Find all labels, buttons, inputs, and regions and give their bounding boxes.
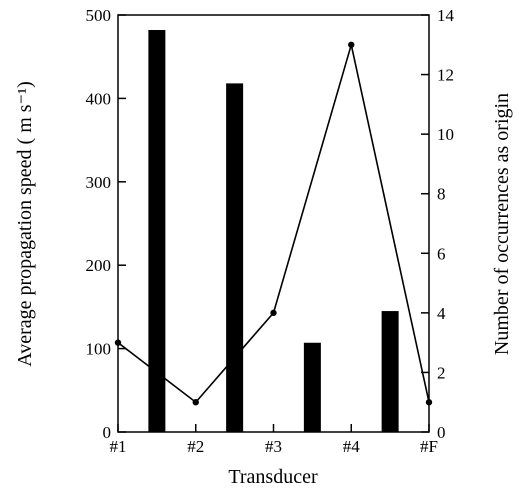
line-point [348,41,355,48]
right-axis: 0 2 4 6 8 10 12 14 [421,6,455,442]
bar-series [148,30,399,433]
line-point [192,399,199,406]
left-axis-title: Average propagation speed ( m s⁻¹) [14,81,36,367]
line-point [114,339,122,346]
bar [148,30,166,433]
right-tick-label: 2 [437,363,446,382]
right-tick-label: 8 [437,185,446,204]
left-axis: 0 100 200 300 400 500 [86,6,126,442]
bar [381,311,399,432]
right-tick-label: 6 [437,244,446,263]
left-tick-label: 100 [86,340,112,359]
right-tick-label: 0 [437,423,446,442]
x-axis-title: Transducer [228,466,318,488]
x-tick-label: #4 [343,437,361,456]
left-tick-label: 300 [86,173,112,192]
bar [303,342,321,432]
left-tick-label: 0 [103,423,112,442]
x-tick-label: #F [420,437,438,456]
right-axis-title: Number of occurrences as origin [491,93,513,355]
left-tick-label: 500 [86,6,112,25]
right-tick-label: 10 [437,125,454,144]
line-point [270,309,277,317]
x-tick-label: #1 [110,437,127,456]
line-point [425,399,433,406]
x-tick-label: #2 [187,437,204,456]
right-tick-label: 14 [437,6,455,25]
x-axis: #1 #2 #3 #4 #F [110,424,438,456]
left-tick-label: 400 [86,89,112,108]
left-tick-label: 200 [86,256,112,275]
right-tick-label: 12 [437,66,454,85]
x-tick-label: #3 [265,437,282,456]
line-series [114,41,433,406]
right-tick-label: 4 [437,304,446,323]
bar [226,83,244,432]
